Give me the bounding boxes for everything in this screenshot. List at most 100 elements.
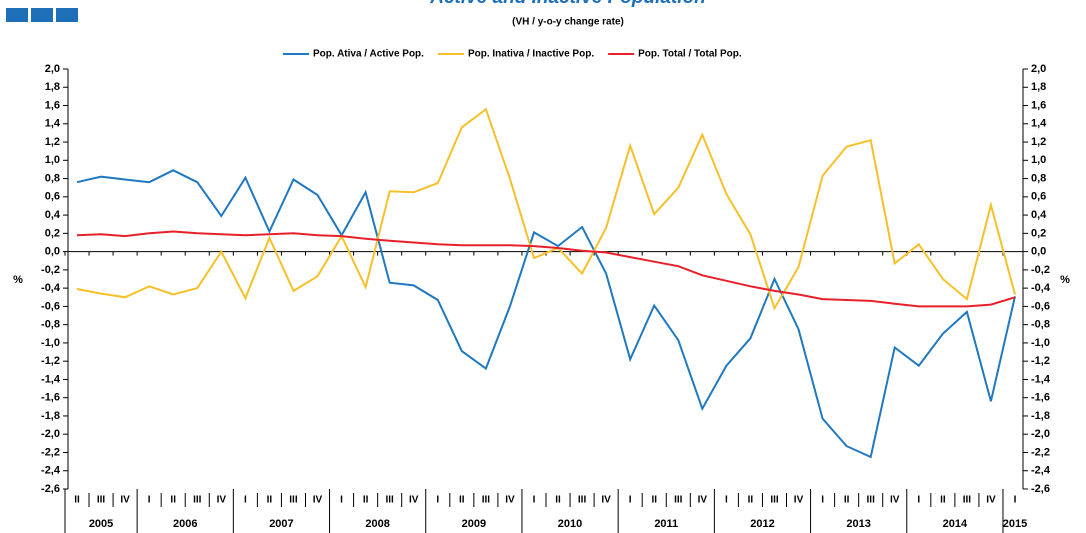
y2-tick-label: 1,2 [1031,136,1046,148]
chart-title: Active and Inactive Population [429,0,706,8]
year-label: 2011 [654,518,678,530]
y2-tick-label: -2,6 [1031,483,1050,495]
year-label: 2008 [365,518,389,530]
x-tick-label: I [1014,495,1017,506]
y2-tick-label: 2,0 [1031,63,1046,75]
x-tick-label: I [340,495,343,506]
series-line [76,230,1016,308]
y2-tick-label: 0,8 [1031,172,1046,184]
y2-tick-label: 0,2 [1031,227,1046,239]
legend-label: Pop. Total / Total Pop. [638,49,742,60]
x-tick-label: III [97,495,106,506]
y2-tick-label: -0,4 [1031,282,1051,294]
x-tick-label: IV [698,495,708,506]
x-tick-label: III [674,495,683,506]
y-tick-label: 0,8 [45,172,60,184]
x-tick-label: IV [986,495,996,506]
logo-block [6,8,28,22]
x-tick-label: II [170,495,176,506]
x-tick-label: IV [217,495,227,506]
x-tick-label: III [770,495,779,506]
x-tick-label: III [963,495,972,506]
y2-tick-label: 0,0 [1031,246,1046,258]
x-tick-label: III [482,495,491,506]
x-tick-label: I [244,495,247,506]
year-label: 2006 [173,518,197,530]
y-tick-label: -0,4 [41,282,61,294]
x-tick-label: II [459,495,465,506]
y2-tick-label: 0,4 [1031,209,1047,221]
series-line [76,169,1016,459]
y2-tick-label: -1,0 [1031,337,1050,349]
y-tick-label: -2,6 [41,483,60,495]
x-tick-label: II [74,495,80,506]
series-line [76,107,1016,311]
y-tick-label: -1,6 [41,392,60,404]
y-tick-label: -1,2 [41,355,60,367]
x-tick-label: III [289,495,298,506]
y2-tick-label: -1,2 [1031,355,1050,367]
y-tick-label: -2,0 [41,428,60,440]
y2-tick-label: -0,6 [1031,300,1050,312]
x-tick-label: IV [409,495,419,506]
year-label: 2015 [1003,518,1027,530]
y2-axis-label: % [1060,274,1070,286]
x-tick-label: II [748,495,754,506]
y-tick-label: -2,2 [41,446,60,458]
x-tick-label: II [555,495,561,506]
year-label: 2005 [89,518,113,530]
x-tick-label: II [651,495,657,506]
y-tick-label: 0,2 [45,227,60,239]
y-tick-label: -1,4 [41,373,61,385]
y2-tick-label: -0,2 [1031,264,1050,276]
x-tick-label: IV [890,495,900,506]
chart-subtitle: (VH / y-o-y change rate) [512,17,624,28]
y-tick-label: 1,2 [45,136,60,148]
x-tick-label: III [385,495,394,506]
legend-label: Pop. Ativa / Active Pop. [313,49,424,60]
y2-tick-label: 1,8 [1031,81,1046,93]
x-tick-label: III [867,495,876,506]
year-label: 2012 [750,518,774,530]
year-label: 2007 [269,518,293,530]
y2-tick-label: 1,4 [1031,118,1047,130]
y-tick-label: 1,8 [45,81,60,93]
y-tick-label: -0,2 [41,264,60,276]
logo-block [31,8,53,22]
y-tick-label: 1,6 [45,99,60,111]
x-tick-label: IV [120,495,130,506]
x-tick-label: II [844,495,850,506]
x-tick-label: II [940,495,946,506]
x-tick-label: III [578,495,587,506]
y-tick-label: 0,4 [45,209,61,221]
y2-tick-label: 1,0 [1031,154,1046,166]
x-tick-label: I [148,495,151,506]
x-tick-label: III [193,495,202,506]
year-label: 2009 [462,518,486,530]
x-tick-label: I [436,495,439,506]
year-label: 2013 [846,518,870,530]
y2-tick-label: -2,4 [1031,465,1051,477]
y2-tick-label: -2,2 [1031,446,1050,458]
y-axis-label: % [13,274,23,286]
y2-tick-label: 1,6 [1031,99,1046,111]
y-tick-label: 0,0 [45,246,60,258]
year-label: 2014 [943,518,968,530]
y-tick-label: 2,0 [45,63,60,75]
x-tick-label: IV [313,495,323,506]
y2-tick-label: -1,4 [1031,373,1051,385]
x-tick-label: IV [505,495,515,506]
x-tick-label: II [363,495,369,506]
y-tick-label: -1,8 [41,410,60,422]
y2-tick-label: 0,6 [1031,191,1046,203]
x-tick-label: IV [601,495,611,506]
x-tick-label: II [267,495,273,506]
x-tick-label: I [725,495,728,506]
y2-tick-label: -0,8 [1031,319,1050,331]
logo-block [56,8,78,22]
x-tick-label: I [533,495,536,506]
y-tick-label: -0,8 [41,319,60,331]
x-tick-label: I [629,495,632,506]
y-tick-label: -1,0 [41,337,60,349]
